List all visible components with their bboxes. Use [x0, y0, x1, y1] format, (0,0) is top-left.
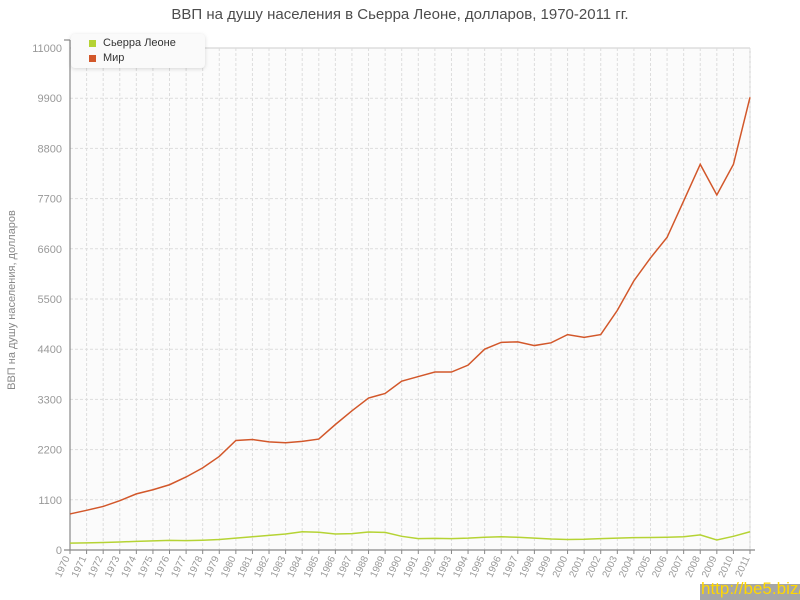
svg-text:6600: 6600: [38, 244, 62, 256]
svg-text:2010: 2010: [717, 554, 737, 579]
svg-text:4400: 4400: [38, 344, 62, 356]
svg-text:0: 0: [56, 545, 62, 557]
svg-text:9900: 9900: [38, 93, 62, 105]
svg-text:2011: 2011: [734, 554, 753, 579]
svg-text:1100: 1100: [38, 495, 62, 507]
svg-text:7700: 7700: [38, 194, 62, 206]
svg-text:11000: 11000: [32, 43, 62, 55]
svg-text:3300: 3300: [38, 394, 62, 406]
svg-text:5500: 5500: [38, 294, 62, 306]
svg-text:2200: 2200: [38, 445, 62, 457]
svg-text:8800: 8800: [38, 143, 62, 155]
